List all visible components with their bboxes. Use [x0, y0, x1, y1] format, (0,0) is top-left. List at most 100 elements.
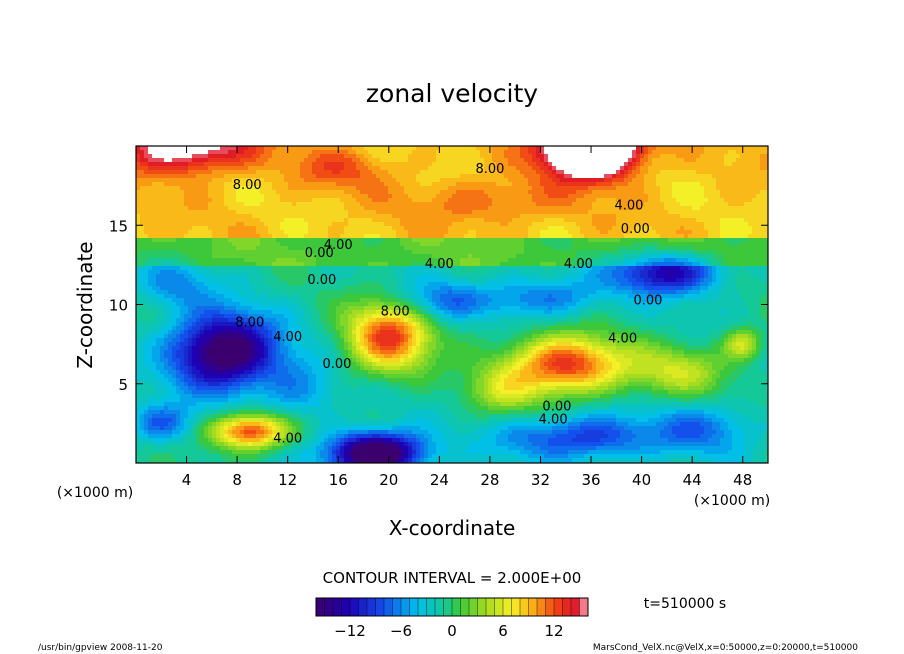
field-cell	[384, 242, 389, 247]
field-cell	[348, 222, 353, 227]
field-cell	[764, 182, 769, 187]
field-cell	[344, 194, 349, 199]
field-cell	[152, 178, 157, 183]
field-cell	[196, 266, 201, 271]
field-cell	[724, 194, 729, 199]
field-cell	[168, 242, 173, 247]
field-cell	[708, 262, 713, 267]
field-cell	[356, 222, 361, 227]
field-cell	[320, 250, 325, 255]
field-cell	[612, 222, 617, 227]
field-cell	[388, 262, 393, 267]
field-cell	[172, 202, 177, 207]
field-cell	[340, 206, 345, 211]
field-cell	[476, 214, 481, 219]
field-cell	[716, 266, 721, 271]
field-cell	[704, 174, 709, 179]
field-cell	[376, 194, 381, 199]
field-cell	[324, 154, 329, 159]
field-cell	[620, 154, 625, 159]
field-cell	[600, 230, 605, 235]
field-cell	[732, 186, 737, 191]
field-cell	[448, 230, 453, 235]
field-cell	[276, 198, 281, 203]
field-cell	[688, 194, 693, 199]
field-cell	[432, 174, 437, 179]
field-cell	[616, 194, 621, 199]
field-cell	[448, 202, 453, 207]
field-cell	[520, 146, 525, 151]
field-cell	[480, 254, 485, 259]
field-cell	[320, 146, 325, 151]
field-cell	[144, 186, 149, 191]
field-cell	[728, 210, 733, 215]
field-cell	[572, 230, 577, 235]
field-cell	[284, 230, 289, 235]
field-cell	[696, 214, 701, 219]
field-cell	[620, 262, 625, 267]
field-cell	[620, 166, 625, 171]
field-cell	[312, 258, 317, 263]
field-cell	[352, 270, 357, 275]
field-cell	[412, 222, 417, 227]
field-cell	[528, 198, 533, 203]
field-cell	[580, 266, 585, 271]
field-cell	[676, 198, 681, 203]
field-cell	[308, 202, 313, 207]
field-cell	[420, 222, 425, 227]
field-cell	[752, 266, 757, 271]
field-cell	[544, 154, 549, 159]
field-cell	[620, 186, 625, 191]
field-cell	[184, 218, 189, 223]
field-cell	[140, 262, 145, 267]
field-cell	[596, 166, 601, 171]
field-cell	[308, 198, 313, 203]
field-cell	[492, 210, 497, 215]
field-cell	[184, 234, 189, 239]
field-cell	[388, 222, 393, 227]
field-cell	[348, 166, 353, 171]
field-cell	[400, 178, 405, 183]
field-cell	[644, 246, 649, 251]
field-cell	[540, 254, 545, 259]
field-cell	[156, 226, 161, 231]
field-cell	[284, 266, 289, 271]
field-cell	[416, 222, 421, 227]
field-cell	[272, 230, 277, 235]
field-cell	[332, 218, 337, 223]
field-cell	[496, 222, 501, 227]
field-cell	[236, 250, 241, 255]
field-cell	[220, 222, 225, 227]
field-cell	[556, 154, 561, 159]
field-cell	[380, 202, 385, 207]
field-cell	[244, 230, 249, 235]
field-cell	[524, 258, 529, 263]
field-cell	[460, 170, 465, 175]
field-cell	[360, 178, 365, 183]
field-cell	[556, 214, 561, 219]
field-cell	[556, 246, 561, 251]
field-cell	[316, 242, 321, 247]
field-cell	[484, 182, 489, 187]
field-cell	[248, 190, 253, 195]
field-cell	[252, 222, 257, 227]
field-cell	[152, 170, 157, 175]
field-cell	[676, 226, 681, 231]
field-cell	[704, 194, 709, 199]
field-cell	[428, 194, 433, 199]
field-cell	[584, 198, 589, 203]
field-cell	[140, 202, 145, 207]
field-cell	[492, 222, 497, 227]
field-cell	[304, 154, 309, 159]
field-cell	[356, 166, 361, 171]
field-cell	[192, 178, 197, 183]
field-cell	[572, 242, 577, 247]
field-cell	[360, 154, 365, 159]
field-cell	[596, 242, 601, 247]
field-cell	[448, 178, 453, 183]
field-cell	[168, 174, 173, 179]
field-cell	[444, 154, 449, 159]
field-cell	[396, 222, 401, 227]
field-cell	[548, 226, 553, 231]
field-cell	[136, 194, 141, 199]
